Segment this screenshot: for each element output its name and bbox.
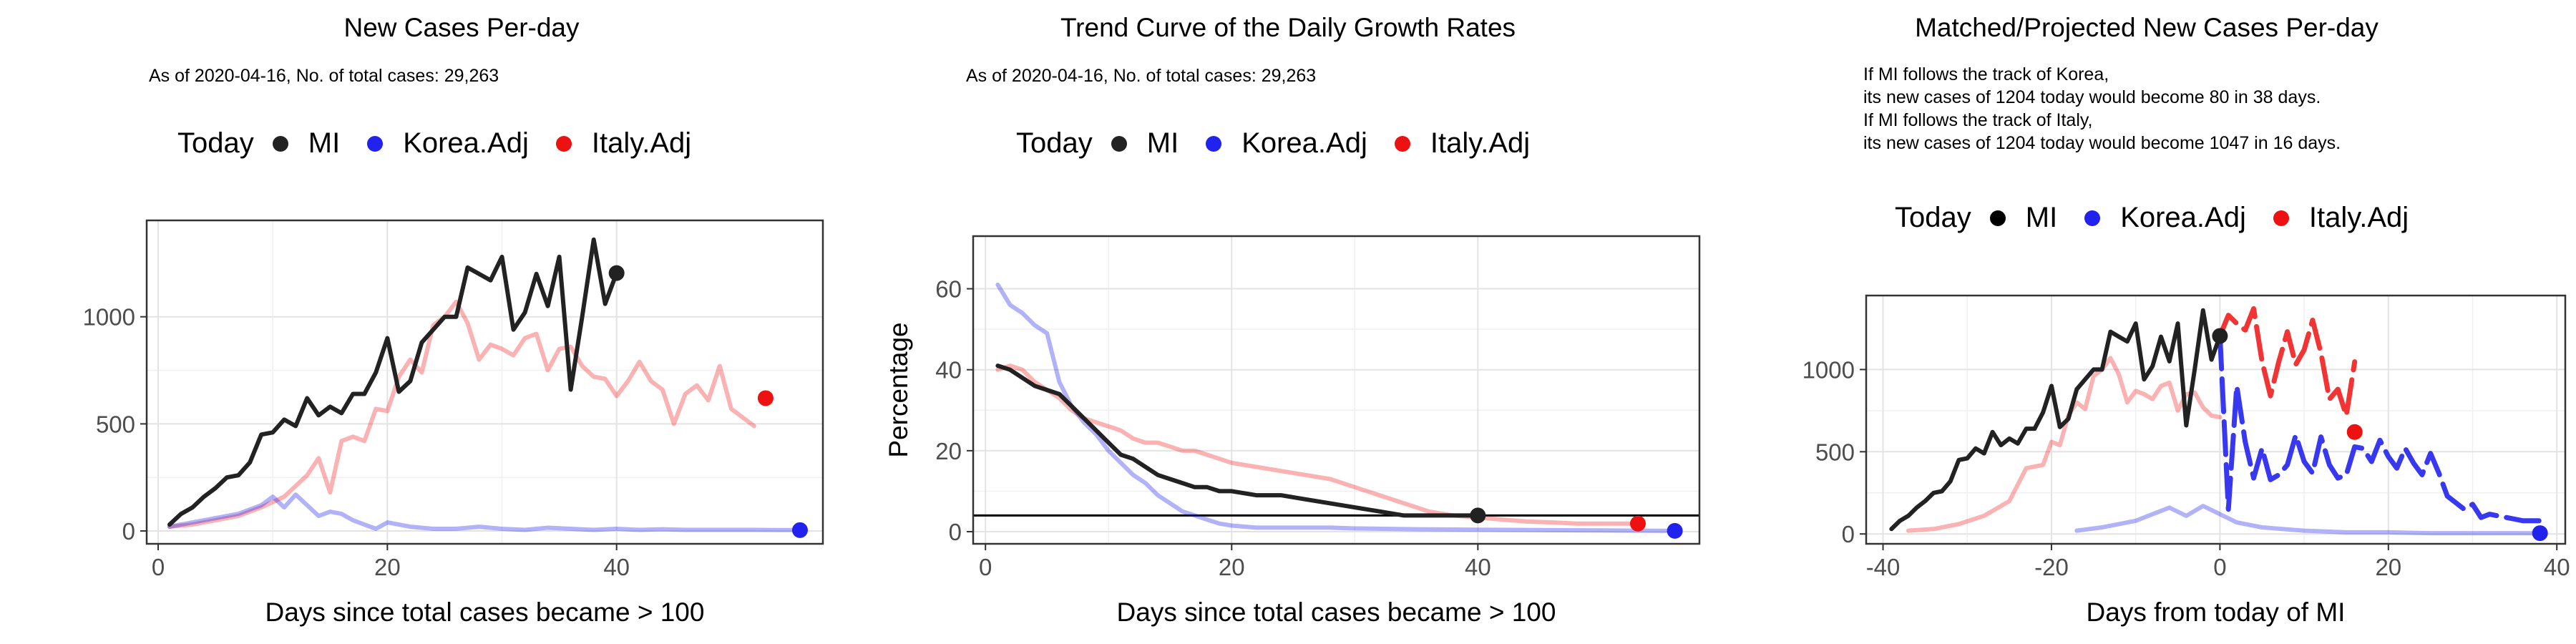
chart-subtitle: As of 2020-04-16, No. of total cases: 29… xyxy=(966,66,1317,86)
series-line-korea-adj-history xyxy=(2074,504,2542,536)
legend-title: Today xyxy=(1895,202,1971,233)
x-tick-label: -40 xyxy=(1866,554,1901,580)
y-tick-label: 500 xyxy=(96,411,135,437)
chart-subtitle-line-3: If MI follows the track of Italy, xyxy=(1863,110,2093,130)
chart-subtitle-line-4: its new cases of 1204 today would become… xyxy=(1863,133,2341,153)
x-tick-label: 20 xyxy=(1219,554,1245,580)
legend-item-italy: Italy.Adj xyxy=(555,127,691,160)
series-line-mi xyxy=(167,237,619,527)
chart-subtitle-line-1: If MI follows the track of Korea, xyxy=(1863,64,2109,84)
plot-border xyxy=(145,219,824,545)
legend-dot-italy xyxy=(555,135,572,152)
panel-new-cases: New Cases Per-day As of 2020-04-16, No. … xyxy=(0,0,859,644)
x-tick-label: 40 xyxy=(2544,554,2570,580)
x-axis-label: Days from today of MI xyxy=(2087,597,2346,627)
today-point-italy-adj-projected xyxy=(2346,424,2363,440)
plot-1: 0 20 40 0 500 1000 Days since total cases beca… xyxy=(83,219,824,627)
legend-dot-mi xyxy=(1989,210,2006,226)
legend-item-italy: Italy.Adj xyxy=(2273,202,2409,234)
legend: Today MI Korea.Adj Italy.Adj xyxy=(1895,202,2436,234)
legend-title: Today xyxy=(177,127,254,159)
today-point-korea-adj xyxy=(1667,522,1683,539)
today-point-italy-adj xyxy=(1629,515,1646,532)
series-line-mi xyxy=(1889,308,2223,532)
series-line-italy-adj xyxy=(167,299,756,530)
legend-item-korea: Korea.Adj xyxy=(2084,202,2246,234)
legend-dot-korea xyxy=(2084,210,2101,226)
legend: Today MI Korea.Adj Italy.Adj xyxy=(1016,127,1557,160)
chart-title: Matched/Projected New Cases Per-day xyxy=(1915,13,2379,42)
x-tick-label: 0 xyxy=(2213,554,2226,580)
today-point-korea-adj xyxy=(791,522,808,538)
panel-growth-rates: Trend Curve of the Daily Growth Rates As… xyxy=(859,0,1717,644)
y-tick-label: 1000 xyxy=(83,304,135,331)
today-point-mi xyxy=(2212,328,2228,344)
x-axis-label: Days since total cases became > 100 xyxy=(265,597,705,627)
legend-item-mi: MI xyxy=(272,127,340,160)
x-tick-label: 40 xyxy=(603,554,630,580)
plot-border xyxy=(1865,294,2567,545)
x-tick-label: 20 xyxy=(2375,554,2401,580)
legend-item-mi: MI xyxy=(1111,127,1179,160)
y-tick-label: 0 xyxy=(122,518,135,545)
legend-item-korea: Korea.Adj xyxy=(1206,127,1367,160)
legend-dot-korea xyxy=(367,135,384,152)
y-axis-label: Percentage xyxy=(884,322,913,457)
legend-dot-italy xyxy=(1394,135,1410,152)
x-tick-label: 0 xyxy=(152,554,165,580)
legend-dot-mi xyxy=(272,135,288,152)
chart-subtitle-line-2: its new cases of 1204 today would become… xyxy=(1863,87,2321,107)
legend-item-korea: Korea.Adj xyxy=(367,127,529,160)
today-point-mi xyxy=(608,265,625,281)
plot-border xyxy=(972,235,1701,545)
y-tick-label: 500 xyxy=(1815,439,1855,465)
x-axis-label: Days since total cases became > 100 xyxy=(1117,597,1556,627)
legend-dot-mi xyxy=(1111,135,1127,152)
legend-item-italy: Italy.Adj xyxy=(1394,127,1530,160)
legend-item-mi: MI xyxy=(1989,202,2057,234)
x-tick-label: 20 xyxy=(374,554,401,580)
legend-dot-korea xyxy=(1206,135,1222,152)
plot-2: 0 20 40 0 20 40 60 Days since total cases becam… xyxy=(884,235,1701,627)
series-line-mi xyxy=(995,364,1480,518)
legend-dot-italy xyxy=(2273,210,2289,226)
plot-3: -40 -20 0 20 40 0 500 1000 Days from today of MI xyxy=(1802,294,2570,627)
legend: Today MI Korea.Adj Italy.Adj xyxy=(177,127,718,160)
today-point-korea-adj-projected xyxy=(2532,525,2548,542)
x-tick-label: -20 xyxy=(2034,554,2069,580)
today-point-mi xyxy=(1470,507,1486,524)
series-line-korea-adj-projected xyxy=(2217,333,2543,524)
chart-title: Trend Curve of the Daily Growth Rates xyxy=(1060,13,1516,42)
series-line-italy-adj-projected xyxy=(2217,306,2358,419)
series-line-korea-adj xyxy=(995,282,1677,533)
chart-subtitle: As of 2020-04-16, No. of total cases: 29… xyxy=(149,66,499,86)
y-tick-label: 60 xyxy=(935,276,962,303)
today-point-italy-adj xyxy=(757,390,774,406)
y-tick-label: 0 xyxy=(1842,521,1855,547)
series-line-korea-adj xyxy=(167,492,802,532)
x-tick-label: 40 xyxy=(1465,554,1491,580)
legend-title: Today xyxy=(1016,127,1093,159)
x-tick-label: 0 xyxy=(979,554,992,580)
y-tick-label: 1000 xyxy=(1802,356,1855,383)
y-tick-label: 0 xyxy=(949,519,962,545)
y-tick-label: 20 xyxy=(935,438,962,464)
panel-projected: Matched/Projected New Cases Per-day If M… xyxy=(1717,0,2576,644)
series-line-italy-adj-history xyxy=(1906,356,2223,533)
chart-title: New Cases Per-day xyxy=(343,13,580,42)
y-tick-label: 40 xyxy=(935,357,962,384)
